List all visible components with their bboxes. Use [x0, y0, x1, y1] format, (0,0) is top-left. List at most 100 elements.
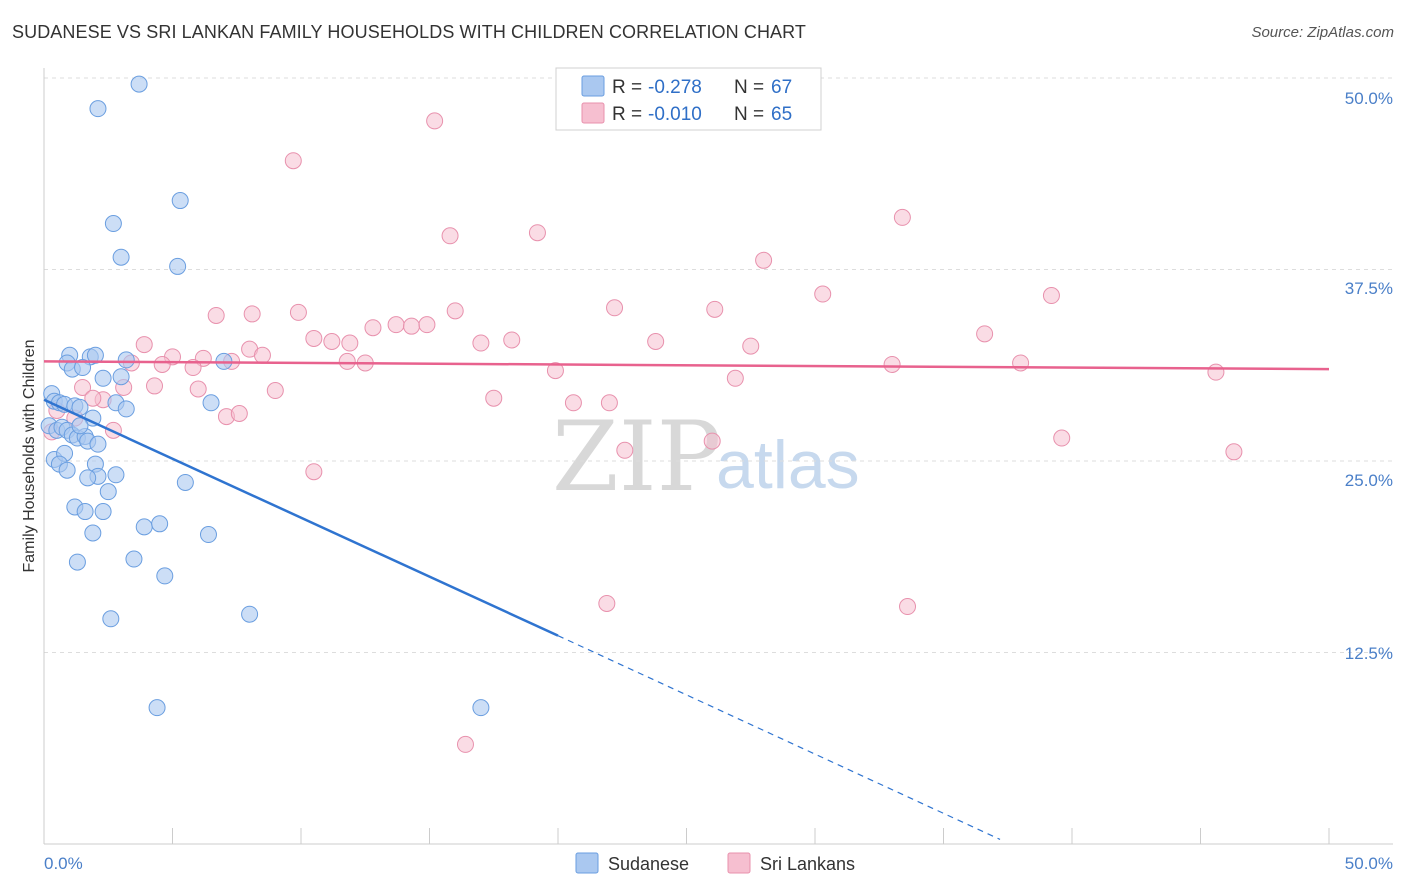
sri-lankans-point — [338, 352, 356, 370]
sri-lankans-point — [289, 303, 307, 321]
sudanese-point — [112, 248, 130, 266]
sri-lankans-point — [441, 227, 459, 245]
sri-lankans-point — [546, 362, 564, 380]
sri-lankans-point — [74, 378, 92, 396]
sudanese-point — [71, 417, 89, 435]
sri-lankans-point — [153, 355, 171, 373]
sudanese-point — [89, 100, 107, 118]
sudanese-point — [117, 400, 135, 418]
sri-lankans-point — [647, 333, 665, 351]
sri-lankans-trend-line — [43, 360, 1330, 371]
sudanese-point — [171, 192, 189, 210]
sudanese-point — [151, 515, 169, 533]
sri-lankans-point — [485, 389, 503, 407]
sri-lankans-point — [755, 251, 773, 269]
sri-lankans-point — [598, 594, 616, 612]
legend-r-value: -0.278 — [648, 77, 702, 98]
y-tick-label: 25.0% — [1345, 471, 1393, 490]
sri-lankans-point — [472, 334, 490, 352]
sudanese-point — [94, 503, 112, 521]
watermark-zip: ZIP — [552, 401, 721, 513]
x-tick-label: 0.0% — [44, 854, 83, 873]
sudanese-point — [89, 435, 107, 453]
sudanese-point — [58, 461, 76, 479]
sri-lankans-point — [893, 208, 911, 226]
chart-title: SUDANESE VS SRI LANKAN FAMILY HOUSEHOLDS… — [12, 22, 807, 42]
sri-lankans-point — [503, 331, 521, 349]
sri-lankans-point — [742, 337, 760, 355]
sri-lankans-point — [230, 405, 248, 423]
sudanese-point — [472, 699, 490, 717]
sudanese-point — [148, 699, 166, 717]
sri-lankans-point — [364, 319, 382, 337]
y-tick-label: 37.5% — [1345, 279, 1393, 298]
sri-lankans-point — [600, 394, 618, 412]
sri-lankans-point — [564, 394, 582, 412]
sudanese-point — [107, 466, 125, 484]
legend-n-value: 65 — [771, 104, 792, 125]
sri-lankans-point — [305, 329, 323, 347]
sri-lankans-point — [1053, 429, 1071, 447]
sri-lankans-point — [418, 316, 436, 334]
sri-lankans-point — [189, 380, 207, 398]
sudanese-point — [241, 605, 259, 623]
sri-lankans-point — [207, 306, 225, 324]
sudanese-point — [99, 483, 117, 501]
legend-swatch-sudanese — [581, 75, 605, 97]
sri-lankans-point — [814, 285, 832, 303]
sudanese-point — [79, 469, 97, 487]
sudanese-point — [176, 473, 194, 491]
legend-r-label: R = — [612, 77, 642, 98]
sudanese-point — [112, 368, 130, 386]
sudanese-point — [94, 369, 112, 387]
sri-lankans-point — [387, 316, 405, 334]
sudanese-point — [202, 394, 220, 412]
x-axis-ticks — [43, 828, 1330, 844]
sri-lankans-point — [323, 333, 341, 351]
sri-lankans-point — [341, 334, 359, 352]
legend-swatch-sri-lankans — [581, 102, 605, 124]
sri-lankans-point — [284, 152, 302, 170]
sri-lankans-point — [528, 224, 546, 242]
legend-box: R = -0.278 N = 67 R = -0.010 N = 65 — [555, 67, 822, 131]
sri-lankans-point — [1012, 354, 1030, 372]
legend-r-value: -0.010 — [648, 104, 702, 125]
y-tick-label: 12.5% — [1345, 644, 1393, 663]
sri-lankans-point — [266, 382, 284, 400]
sri-lankans-point — [1042, 287, 1060, 305]
sudanese-trend-extension — [557, 635, 1001, 840]
sri-lankans-point — [976, 325, 994, 343]
sri-lankans-point — [726, 369, 744, 387]
sudanese-point — [156, 567, 174, 585]
sudanese-point — [76, 503, 94, 521]
sudanese-point — [68, 553, 86, 571]
sri-lankans-point — [243, 305, 261, 323]
sri-lankans-point — [899, 598, 917, 616]
x-tick-label: 50.0% — [1345, 854, 1393, 873]
legend-n-label: N = — [734, 104, 764, 125]
legend-n-label: N = — [734, 77, 764, 98]
sri-lankans-point — [403, 317, 421, 335]
legend-n-value: 67 — [771, 77, 792, 98]
bottom-legend-swatch-sri-lankans — [727, 852, 751, 874]
bottom-legend-label-sudanese: Sudanese — [608, 854, 689, 874]
trend-lines — [43, 360, 1330, 840]
sri-lankans-point — [146, 377, 164, 395]
bottom-legend-label-sri-lankans: Sri Lankans — [760, 854, 855, 874]
source-label: Source: ZipAtlas.com — [1251, 24, 1394, 41]
sudanese-point — [125, 550, 143, 568]
sudanese-point — [117, 351, 135, 369]
sri-lankans-point — [135, 336, 153, 354]
sudanese-point — [86, 346, 104, 364]
sudanese-point — [199, 526, 217, 544]
sri-lankans-point — [616, 441, 634, 459]
sudanese-point — [84, 524, 102, 542]
sri-lankans-point — [883, 355, 901, 373]
sri-lankans-point — [305, 463, 323, 481]
sudanese-point — [130, 75, 148, 93]
sudanese-point — [169, 257, 187, 275]
sudanese-point — [104, 215, 122, 233]
sri-lankans-point — [1225, 443, 1243, 461]
sri-lankans-point — [606, 299, 624, 317]
sri-lankans-point — [1207, 363, 1225, 381]
